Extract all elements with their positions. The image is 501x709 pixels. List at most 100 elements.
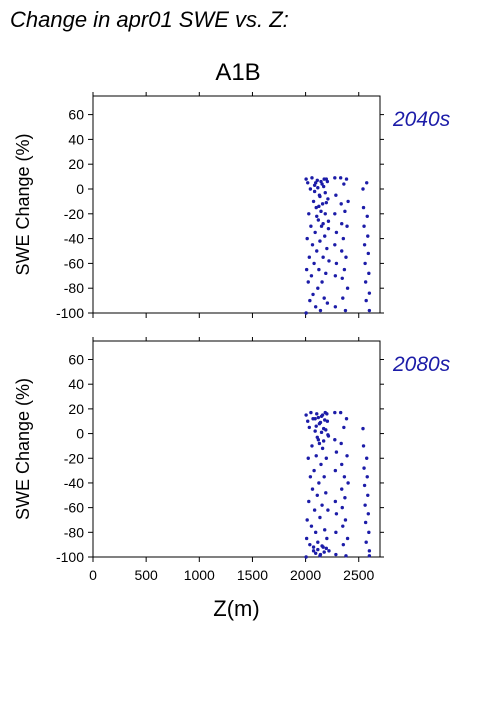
data-point xyxy=(334,512,339,516)
y-tick-label: -80 xyxy=(64,524,84,540)
data-point xyxy=(304,177,308,181)
data-point xyxy=(327,549,331,553)
data-point xyxy=(325,246,329,251)
data-point xyxy=(307,212,311,216)
data-point xyxy=(304,311,308,315)
data-point xyxy=(315,249,319,253)
data-point xyxy=(321,255,325,259)
data-point xyxy=(305,518,309,522)
data-point xyxy=(345,536,350,541)
data-point xyxy=(365,214,369,218)
data-point xyxy=(315,178,319,183)
y-tick-label: 40 xyxy=(68,131,84,147)
data-point xyxy=(316,547,320,552)
data-point xyxy=(366,251,371,256)
data-point xyxy=(322,296,326,300)
data-point xyxy=(324,491,328,495)
data-point xyxy=(363,503,367,507)
data-point xyxy=(306,280,310,284)
data-point xyxy=(314,205,318,210)
data-point xyxy=(308,298,312,303)
data-point xyxy=(367,530,371,535)
x-tick-label: 0 xyxy=(89,567,97,583)
data-point xyxy=(307,425,312,430)
data-point xyxy=(323,528,327,532)
data-point xyxy=(326,226,331,231)
data-point xyxy=(333,274,338,278)
data-point xyxy=(333,176,337,180)
data-point xyxy=(325,419,330,423)
data-point xyxy=(320,544,324,548)
data-point xyxy=(310,487,315,491)
data-point xyxy=(306,419,310,423)
data-point xyxy=(325,301,330,305)
data-point xyxy=(320,280,324,284)
period-label: 2040s xyxy=(392,108,451,131)
data-point xyxy=(313,551,318,555)
y-tick-label: -40 xyxy=(64,231,84,247)
data-point xyxy=(344,554,348,558)
data-point xyxy=(322,177,326,181)
data-point xyxy=(363,280,368,284)
data-point xyxy=(311,549,316,553)
data-point xyxy=(320,202,325,206)
data-point xyxy=(321,222,325,226)
y-tick-label: 20 xyxy=(68,401,84,417)
data-point xyxy=(309,410,313,415)
scenario-label: A1B xyxy=(215,59,260,86)
data-point xyxy=(310,444,314,448)
data-point xyxy=(317,204,321,209)
data-point xyxy=(340,249,344,253)
data-point xyxy=(314,424,318,428)
data-point xyxy=(361,444,366,448)
plot-frame xyxy=(92,95,381,314)
data-point xyxy=(333,212,337,216)
data-point xyxy=(367,549,372,553)
data-point xyxy=(340,487,344,491)
data-point xyxy=(310,176,314,180)
data-point xyxy=(326,197,330,201)
data-point xyxy=(322,475,326,479)
y-tick-label: -60 xyxy=(64,500,84,516)
x-tick-label: 2000 xyxy=(290,567,321,583)
data-point xyxy=(306,181,310,185)
data-point xyxy=(324,271,328,276)
data-point xyxy=(316,540,320,544)
data-point xyxy=(362,466,366,470)
data-point xyxy=(340,276,344,280)
y-axis-label: SWE Change (%) xyxy=(13,378,33,520)
data-point xyxy=(334,450,339,454)
data-point xyxy=(323,418,327,422)
data-point xyxy=(341,524,345,528)
data-point xyxy=(367,291,372,295)
data-point xyxy=(324,546,329,551)
data-point xyxy=(344,417,349,421)
data-point xyxy=(344,255,348,259)
data-point xyxy=(364,298,368,303)
data-points xyxy=(304,176,372,315)
data-point xyxy=(346,199,350,204)
data-point xyxy=(338,410,343,415)
x-tick-label: 2500 xyxy=(343,567,374,583)
data-point xyxy=(342,182,346,186)
data-point xyxy=(324,456,329,460)
data-point xyxy=(367,308,372,313)
data-point xyxy=(318,420,323,425)
period-label: 2080s xyxy=(392,353,451,376)
data-point xyxy=(318,515,322,520)
data-point xyxy=(345,286,350,290)
data-point xyxy=(317,267,321,272)
data-point xyxy=(317,481,321,485)
data-point xyxy=(343,209,347,214)
data-point xyxy=(363,261,367,266)
data-point xyxy=(318,308,323,313)
data-point xyxy=(346,481,350,485)
data-point xyxy=(320,446,325,451)
data-point xyxy=(341,236,346,241)
data-point xyxy=(334,530,338,535)
data-point xyxy=(333,438,337,442)
data-point xyxy=(319,462,323,467)
data-point xyxy=(304,267,309,272)
